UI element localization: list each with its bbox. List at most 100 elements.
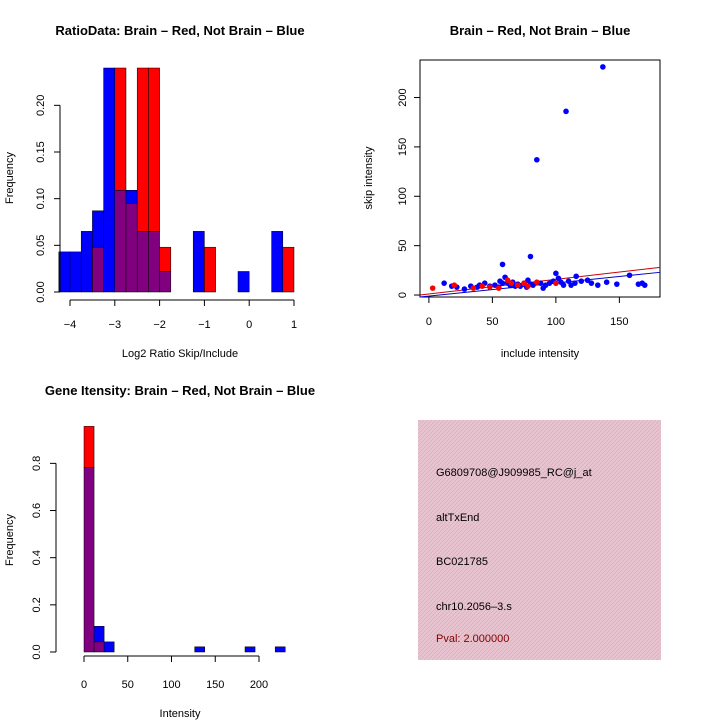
scatter-x-tick-label: 100 — [547, 316, 565, 328]
ratio-y-tick-label: 0.15 — [35, 141, 47, 162]
ratio-histogram-xlabel: Log2 Ratio Skip/Include — [122, 348, 238, 360]
ratio-bar-not-brain — [92, 210, 104, 248]
info-panel: G6809708@J909985_RC@j_at altTxEnd BC0217… — [418, 420, 661, 660]
gene-y-tick-label: 0.0 — [31, 644, 43, 659]
gene-x-tick-label: 50 — [122, 679, 134, 691]
scatter-point-not-brain — [499, 280, 506, 286]
scatter-point-brain — [508, 280, 515, 286]
ratio-x-tick-label: 0 — [246, 319, 252, 331]
scatter-point-brain — [495, 285, 502, 291]
scatter-point-not-brain — [573, 273, 579, 280]
scatter-point-brain — [525, 283, 531, 289]
scatter-point-not-brain — [572, 280, 578, 286]
scatter-title: Brain – Red, Not Brain – Blue — [450, 23, 631, 38]
gene-bar-overlap — [83, 467, 95, 653]
scatter-y-tick-label: 0 — [397, 292, 409, 298]
gene-intensity-histogram: Gene Itensity: Brain – Red, Not Brain – … — [4, 383, 315, 720]
scatter-xlabel: include intensity — [501, 348, 580, 360]
gene-bar-not-brain — [93, 626, 105, 643]
scatter-point-not-brain — [553, 270, 559, 277]
probe-id: G6809708@J909985_RC@j_at — [436, 467, 592, 479]
gene-bar-brain — [83, 426, 95, 468]
ratio-bar-overlap — [136, 231, 149, 293]
scatter-point-not-brain — [614, 281, 620, 287]
gene-y-tick-label: 0.8 — [31, 456, 43, 471]
gene-histogram-xlabel: Intensity — [160, 708, 201, 720]
scatter-y-tick-label: 100 — [397, 187, 409, 205]
accession: BC021785 — [436, 556, 488, 568]
scatter-point-not-brain — [534, 156, 540, 163]
scatter-point-not-brain — [600, 64, 606, 70]
scatter-point-brain — [470, 285, 477, 291]
ratio-x-tick-label: −3 — [109, 319, 122, 331]
gene-y-tick-label: 0.6 — [31, 503, 43, 518]
ratio-bar-overlap — [114, 190, 127, 293]
ratio-bar-not-brain — [192, 231, 205, 293]
ratio-x-tick-label: −1 — [198, 319, 211, 331]
ratio-bar-not-brain — [103, 67, 116, 293]
ratio-bar-brain — [114, 67, 127, 191]
scatter-point-not-brain — [560, 282, 567, 288]
scatter-point-not-brain — [594, 282, 601, 288]
ratio-bar-overlap — [92, 246, 104, 293]
scatter-point-brain — [521, 280, 527, 286]
gene-bar-not-brain — [103, 641, 115, 653]
gene-x-tick-label: 0 — [81, 679, 87, 691]
scatter-point-not-brain — [530, 282, 536, 288]
scatter-point-not-brain — [461, 286, 468, 292]
gene-y-tick-label: 0.4 — [31, 550, 43, 565]
scatter-point-brain — [451, 282, 458, 288]
ratio-bar-not-brain — [80, 231, 93, 293]
ratio-y-tick-label: 0.05 — [35, 235, 47, 256]
gene-x-tick-label: 100 — [162, 679, 180, 691]
scatter-point-not-brain — [588, 280, 595, 286]
gene-bar-not-brain — [194, 646, 205, 653]
ratio-bar-brain — [282, 246, 295, 293]
ratio-bar-not-brain — [271, 231, 284, 293]
pval: Pval: 2.000000 — [436, 633, 509, 645]
gene-bar-not-brain — [274, 646, 286, 653]
gene-histogram-ylabel: Frequency — [4, 514, 16, 566]
ratio-x-tick-label: −2 — [153, 319, 166, 331]
scatter-x-tick-label: 50 — [486, 316, 498, 328]
scatter-plot-box — [419, 59, 661, 298]
scatter-y-tick-label: 50 — [397, 240, 409, 252]
scatter-point-not-brain — [563, 108, 569, 115]
scatter-point-brain — [429, 285, 436, 291]
event-type: altTxEnd — [436, 512, 479, 524]
ratio-bar-brain — [148, 67, 160, 232]
scatter-point-brain — [504, 277, 511, 284]
scatter-point-brain — [487, 284, 493, 290]
ratio-histogram-title: RatioData: Brain – Red, Not Brain – Blue — [55, 23, 304, 38]
scatter-point-brain — [514, 282, 521, 288]
scatter-y-tick-label: 150 — [397, 138, 409, 156]
ratio-y-tick-label: 0.10 — [35, 188, 47, 209]
ratio-histogram-ylabel: Frequency — [4, 152, 16, 204]
scatter-point-not-brain — [441, 280, 447, 286]
ratio-bar-brain — [204, 246, 216, 293]
scatter-point-not-brain — [527, 253, 534, 260]
ratio-bar-not-brain — [237, 271, 250, 293]
scatter-y-tick-label: 200 — [397, 88, 409, 106]
locus: chr10.2056–3.s — [436, 601, 512, 613]
gene-y-tick-label: 0.2 — [31, 597, 43, 612]
scatter-point-not-brain — [584, 277, 591, 284]
ratio-bar-overlap — [159, 271, 172, 293]
ratio-histogram: RatioData: Brain – Red, Not Brain – Blue… — [4, 23, 305, 360]
scatter-point-not-brain — [578, 278, 585, 285]
scatter-ylabel: skip intensity — [363, 146, 375, 209]
ratio-bar-not-brain — [69, 251, 82, 293]
ratio-x-tick-label: 1 — [291, 319, 297, 331]
scatter-point-not-brain — [499, 261, 506, 268]
scatter-point-not-brain — [603, 279, 610, 285]
gene-x-tick-label: 150 — [206, 679, 224, 691]
info-panel-background — [418, 420, 661, 660]
scatter-x-tick-label: 150 — [610, 316, 628, 328]
gene-x-tick-label: 200 — [250, 679, 268, 691]
intensity-scatter: Brain – Red, Not Brain – Blue include in… — [363, 23, 661, 360]
ratio-y-tick-label: 0.00 — [35, 281, 47, 302]
gene-bar-not-brain — [244, 646, 256, 653]
ratio-x-tick-label: −4 — [64, 319, 77, 331]
ratio-bar-overlap — [148, 231, 160, 293]
